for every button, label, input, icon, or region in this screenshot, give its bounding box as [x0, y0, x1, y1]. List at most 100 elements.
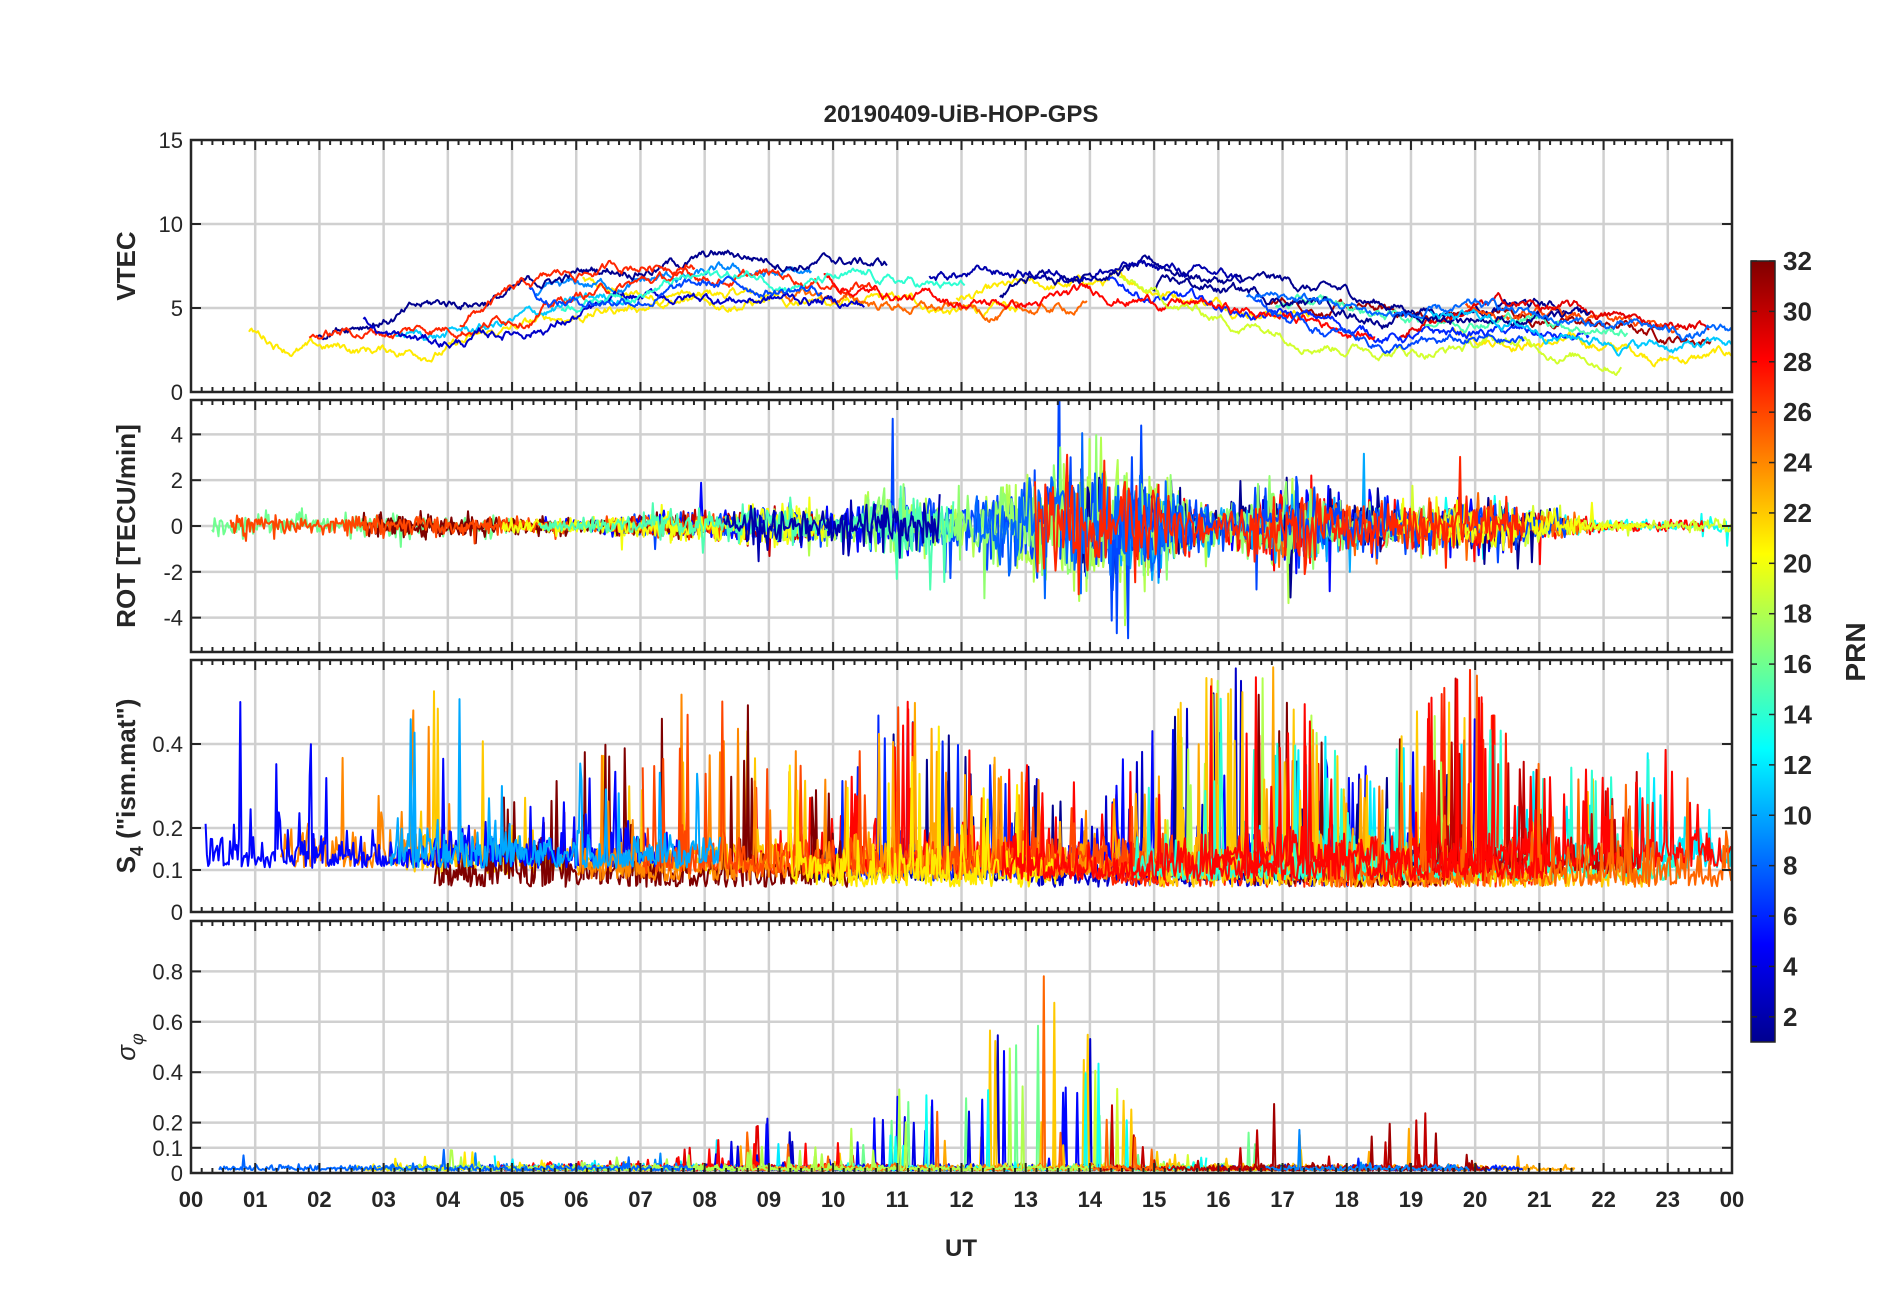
y-tick-label: 5 — [171, 296, 183, 321]
series-line-prn — [248, 289, 776, 363]
y-tick-label: 0.4 — [152, 1060, 183, 1085]
colorbar-tick-label: 18 — [1783, 599, 1812, 629]
y-tick-label: -2 — [163, 560, 183, 585]
series-line-prn — [1246, 291, 1732, 342]
x-tick-label: 00 — [179, 1187, 203, 1212]
y-tick-label: 2 — [171, 468, 183, 493]
y-tick-label: 0.4 — [152, 732, 183, 757]
x-tick-label: 11 — [886, 1187, 909, 1212]
tick-marks — [190, 139, 1733, 393]
y-axis-label: VTEC — [111, 231, 141, 301]
vtec-panel: 0 5 10 15 VTEC — [111, 128, 1734, 405]
series-line-prn — [229, 513, 732, 545]
colorbar-tick-label: 2 — [1783, 1002, 1797, 1032]
series-line-prn — [1399, 292, 1710, 339]
x-tick-label: 20 — [1463, 1187, 1487, 1212]
y-tick-label: 15 — [159, 128, 183, 153]
series-line-prn — [218, 1148, 694, 1172]
series-line-prn — [773, 287, 1088, 323]
series-line-prn — [823, 273, 1376, 341]
x-tick-label: 13 — [1013, 1187, 1037, 1212]
colorbar-tick-label: 8 — [1783, 851, 1797, 881]
x-tick-label: 00 — [1720, 1187, 1744, 1212]
x-tick-label: 12 — [949, 1187, 973, 1212]
colorbar-tick-label: 16 — [1783, 649, 1812, 679]
y-tick-label: 0.1 — [152, 1136, 183, 1161]
series-line-prn — [308, 267, 877, 340]
x-tick-label: 03 — [371, 1187, 395, 1212]
series-line-prn — [1034, 453, 1526, 596]
sigma-phi-panel: 00.10.2 0.4 0.6 0.8 σφ — [111, 919, 1734, 1186]
colorbar-tick-label: 32 — [1783, 246, 1812, 276]
series-line-prn — [362, 288, 865, 349]
y-tick-label: 0.2 — [152, 1111, 183, 1136]
x-tick-label: 14 — [1078, 1187, 1103, 1212]
colorbar-label: PRN — [1840, 622, 1871, 681]
x-tick-label: 05 — [500, 1187, 524, 1212]
x-tick-label: 09 — [757, 1187, 781, 1212]
tick-marks — [190, 400, 1733, 652]
grid — [191, 921, 1732, 1173]
series-line-prn — [317, 249, 888, 341]
colorbar-tick-label: 24 — [1783, 448, 1812, 478]
x-tick-label: 19 — [1399, 1187, 1423, 1212]
colorbar-gradient — [1750, 260, 1776, 1043]
y-tick-label: -4 — [163, 606, 183, 631]
y-axis-label: σφ — [111, 1033, 147, 1061]
tick-marks — [190, 660, 1733, 913]
series-line-prn — [391, 292, 632, 341]
colorbar-tick-label: 4 — [1783, 951, 1798, 981]
y-tick-label: 0.6 — [152, 1010, 183, 1035]
series-line-prn — [560, 267, 966, 314]
y-tick-label: 4 — [171, 422, 183, 447]
x-tick-label: 18 — [1335, 1187, 1359, 1212]
y-tick-label: 0.8 — [152, 959, 183, 984]
colorbar-tick-label: 30 — [1783, 296, 1812, 326]
y-axis-label: S4 ("ism.mat") — [111, 699, 147, 874]
x-tick-label: 17 — [1270, 1187, 1294, 1212]
x-axis: 00 01 02 03 04 05 06 07 08 09 10 11 12 13 14 15 16 17 18 19… — [179, 1187, 1744, 1212]
colorbar-tick-label: 26 — [1783, 397, 1812, 427]
x-tick-label: 22 — [1591, 1187, 1615, 1212]
x-tick-label: 21 — [1527, 1187, 1551, 1212]
y-tick-label: 0 — [171, 1161, 183, 1186]
x-tick-label: 16 — [1206, 1187, 1230, 1212]
s4-panel: 0 0.1 0.2 0.4S4 ("ism.mat") — [111, 658, 1734, 925]
series-line-prn — [1151, 274, 1591, 330]
colorbar-tick-label: 6 — [1783, 901, 1797, 931]
x-tick-label: 15 — [1142, 1187, 1166, 1212]
y-tick-label: 0.1 — [152, 858, 183, 883]
x-tick-label: 07 — [628, 1187, 652, 1212]
colorbar-tick-label: 10 — [1783, 800, 1812, 830]
series-line-prn — [1001, 678, 1548, 882]
x-tick-label: 06 — [564, 1187, 588, 1212]
series-group — [211, 400, 1732, 640]
rot-panel: -4 -2 0 2 4 ROT [TECU/min] — [111, 398, 1734, 654]
chart-title: 20190409-UiB-HOP-GPS — [824, 101, 1099, 128]
colorbar-tick-label: 12 — [1783, 750, 1812, 780]
series-line-prn — [1254, 299, 1525, 354]
x-tick-label: 02 — [307, 1187, 331, 1212]
y-tick-label: 0 — [171, 380, 183, 405]
y-tick-label: 0 — [171, 900, 183, 925]
series-line-prn — [389, 698, 722, 869]
series-group — [248, 249, 1732, 376]
x-tick-label: 01 — [243, 1187, 267, 1212]
series-line-prn — [722, 494, 941, 563]
colorbar-tick-label: 28 — [1783, 347, 1812, 377]
y-tick-label: 0.2 — [152, 816, 183, 841]
series-line-prn — [528, 275, 823, 309]
x-tick-label: 23 — [1656, 1187, 1680, 1212]
x-tick-label: 10 — [821, 1187, 845, 1212]
series-group — [204, 666, 1732, 888]
series-line-prn — [928, 259, 1243, 284]
series-line-prn — [1429, 308, 1732, 357]
y-tick-label: 10 — [159, 212, 183, 237]
x-tick-label: 04 — [436, 1187, 461, 1212]
series-line-prn — [1119, 275, 1623, 376]
tick-marks — [190, 921, 1733, 1174]
y-axis-label: ROT [TECU/min] — [111, 424, 141, 628]
x-tick-label: 08 — [692, 1187, 716, 1212]
